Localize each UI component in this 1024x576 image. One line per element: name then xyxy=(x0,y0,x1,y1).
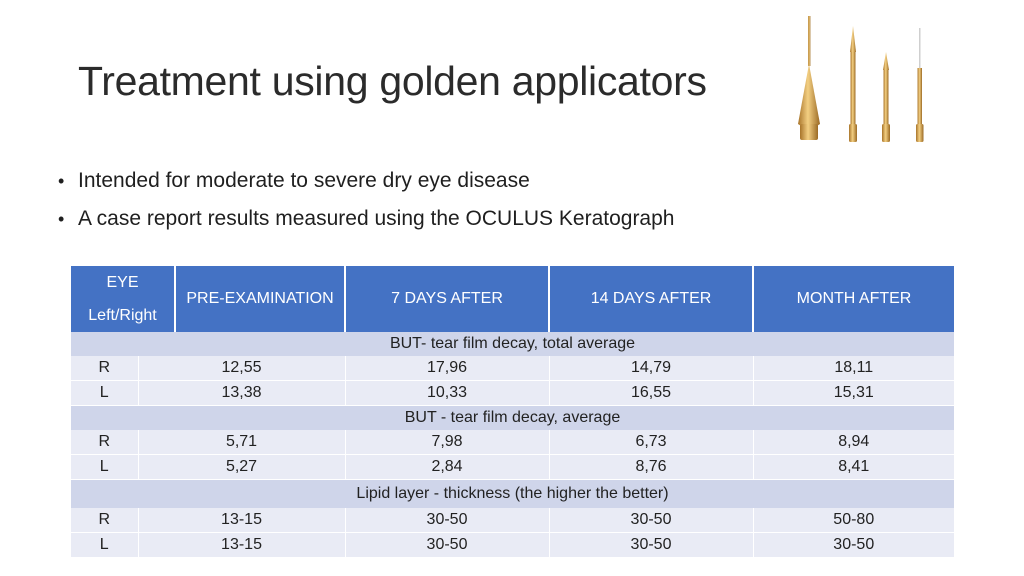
bullet-dot-icon: • xyxy=(58,209,65,229)
cell-eye: R xyxy=(71,356,138,381)
cell-14-days: 30-50 xyxy=(548,508,754,533)
bullet-dot-icon: • xyxy=(58,171,65,191)
section-row: Lipid layer - thickness (the higher the … xyxy=(71,479,955,508)
cell-month: 30-50 xyxy=(752,532,955,558)
cell-7-days: 7,98 xyxy=(344,430,550,455)
cell-month: 18,11 xyxy=(752,356,955,381)
golden-applicators-icon xyxy=(798,16,924,142)
header-7-days: 7 DAYS AFTER xyxy=(344,266,550,332)
table-row: L 13,38 10,33 16,55 15,31 xyxy=(71,380,955,406)
table-row: R 5,71 7,98 6,73 8,94 xyxy=(71,430,955,455)
table-row: R 12,55 17,96 14,79 18,11 xyxy=(71,356,955,381)
cell-eye: R xyxy=(71,430,138,455)
cell-7-days: 30-50 xyxy=(344,508,550,533)
bullet-list: • Intended for moderate to severe dry eye… xyxy=(58,162,674,238)
cell-eye: R xyxy=(71,508,138,533)
cell-7-days: 2,84 xyxy=(344,454,550,480)
header-pre-examination: PRE-EXAMINATION xyxy=(174,266,346,332)
bullet-item: • A case report results measured using th… xyxy=(58,200,674,238)
cell-pre: 13-15 xyxy=(137,532,346,558)
cell-eye: L xyxy=(71,380,138,406)
table-row: L 13-15 30-50 30-50 30-50 xyxy=(71,532,955,558)
cell-month: 8,41 xyxy=(752,454,955,480)
cell-pre: 13-15 xyxy=(137,508,346,533)
table-row: R 13-15 30-50 30-50 50-80 xyxy=(71,508,955,533)
cell-pre: 13,38 xyxy=(137,380,346,406)
cell-14-days: 14,79 xyxy=(548,356,754,381)
section-label: Lipid layer - thickness (the higher the … xyxy=(71,479,955,508)
cell-pre: 12,55 xyxy=(137,356,346,381)
results-table: EYE Left/Right PRE-EXAMINATION 7 DAYS AF… xyxy=(71,266,955,558)
section-label: BUT- tear film decay, total average xyxy=(71,332,955,356)
slide-title: Treatment using golden applicators xyxy=(78,58,707,104)
section-row: BUT - tear film decay, average xyxy=(71,405,955,430)
bullet-item: • Intended for moderate to severe dry eye… xyxy=(58,162,674,200)
cell-7-days: 30-50 xyxy=(344,532,550,558)
table-row: L 5,27 2,84 8,76 8,41 xyxy=(71,454,955,480)
cell-7-days: 17,96 xyxy=(344,356,550,381)
cell-14-days: 6,73 xyxy=(548,430,754,455)
cell-7-days: 10,33 xyxy=(344,380,550,406)
header-month: MONTH AFTER xyxy=(752,266,955,332)
header-eye: EYE Left/Right xyxy=(71,266,176,332)
section-label: BUT - tear film decay, average xyxy=(71,405,955,430)
header-14-days: 14 DAYS AFTER xyxy=(548,266,754,332)
cell-pre: 5,71 xyxy=(137,430,346,455)
cell-eye: L xyxy=(71,454,138,480)
cell-month: 15,31 xyxy=(752,380,955,406)
cell-14-days: 16,55 xyxy=(548,380,754,406)
cell-pre: 5,27 xyxy=(137,454,346,480)
cell-eye: L xyxy=(71,532,138,558)
section-row: BUT- tear film decay, total average xyxy=(71,332,955,356)
cell-month: 50-80 xyxy=(752,508,955,533)
table-header-row: EYE Left/Right PRE-EXAMINATION 7 DAYS AF… xyxy=(71,266,955,332)
cell-14-days: 8,76 xyxy=(548,454,754,480)
cell-month: 8,94 xyxy=(752,430,955,455)
cell-14-days: 30-50 xyxy=(548,532,754,558)
